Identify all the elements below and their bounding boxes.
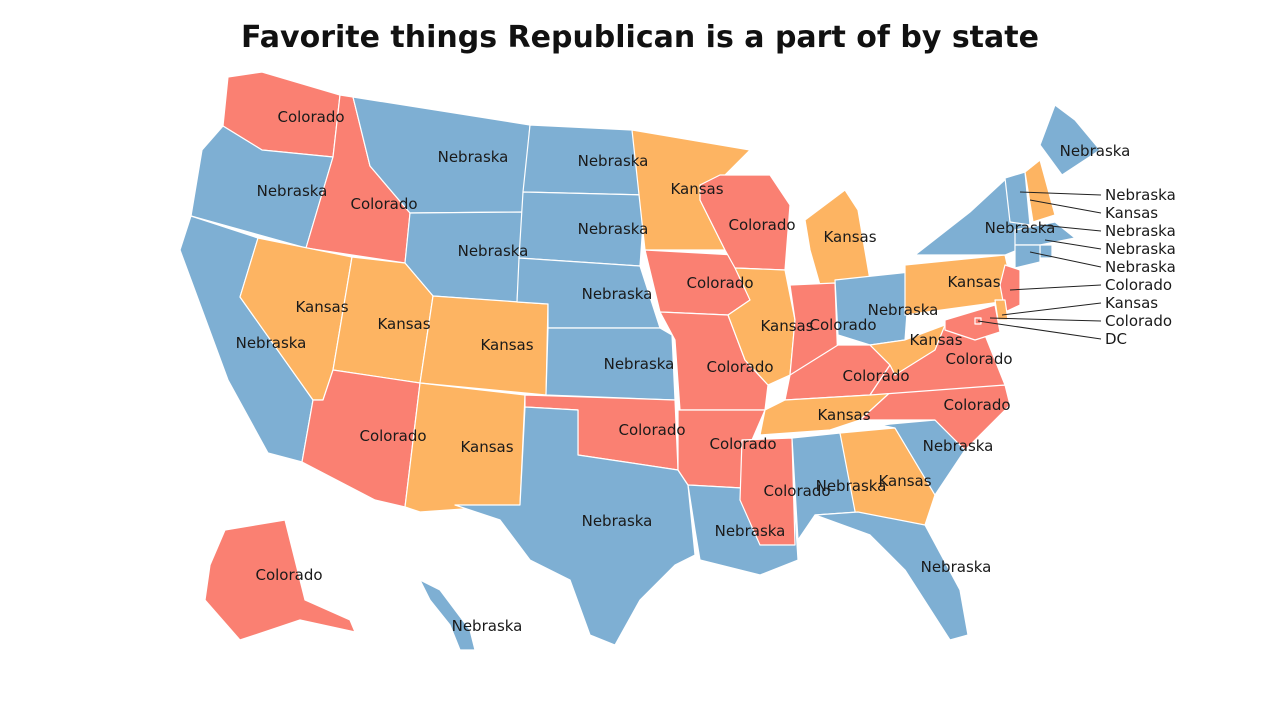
- callout-line-vt: [1019, 191, 1102, 196]
- state-ak: [204, 519, 356, 641]
- state-label-il: Kansas: [760, 317, 813, 335]
- state-label-ak: Colorado: [255, 566, 322, 584]
- callout-line-ct: [1029, 251, 1102, 268]
- state-label-nm: Kansas: [460, 438, 513, 456]
- callout-label-ma: Nebraska: [1105, 222, 1176, 240]
- state-label-wv: Kansas: [909, 331, 962, 349]
- callout-label-md: Colorado: [1105, 312, 1172, 330]
- state-label-nd: Nebraska: [578, 152, 649, 170]
- callout-label-ri: Nebraska: [1105, 240, 1176, 258]
- state-label-pa: Kansas: [947, 273, 1000, 291]
- state-label-ms: Colorado: [763, 482, 830, 500]
- state-tx: [454, 406, 696, 646]
- state-label-ok: Colorado: [618, 421, 685, 439]
- state-label-az: Colorado: [359, 427, 426, 445]
- state-vt: [1004, 171, 1031, 226]
- callout-line-nh: [1029, 199, 1102, 214]
- state-label-tn: Kansas: [817, 406, 870, 424]
- state-nh: [1024, 159, 1056, 223]
- map-title: Favorite things Republican is a part of …: [241, 20, 1039, 55]
- state-label-al: Nebraska: [816, 477, 887, 495]
- state-label-id: Colorado: [350, 195, 417, 213]
- state-label-la: Nebraska: [715, 522, 786, 540]
- state-label-ut: Kansas: [377, 315, 430, 333]
- callout-label-vt: Nebraska: [1105, 186, 1176, 204]
- callout-line-nj: [1009, 284, 1102, 291]
- callout-line-md: [989, 317, 1102, 322]
- state-sc: [879, 419, 966, 496]
- state-ms: [739, 437, 796, 546]
- state-label-ar: Colorado: [709, 435, 776, 453]
- state-label-mn: Kansas: [670, 180, 723, 198]
- state-label-ne: Nebraska: [582, 285, 653, 303]
- state-label-ia: Colorado: [686, 274, 753, 292]
- state-label-sc: Nebraska: [923, 437, 994, 455]
- state-label-me: Nebraska: [1060, 142, 1131, 160]
- state-label-wa: Colorado: [277, 108, 344, 126]
- state-label-ca: Nebraska: [236, 334, 307, 352]
- state-label-nc: Colorado: [943, 396, 1010, 414]
- callout-line-ma: [1039, 224, 1102, 232]
- state-me: [1039, 104, 1101, 176]
- state-label-ga: Kansas: [878, 472, 931, 490]
- state-label-in: Colorado: [809, 316, 876, 334]
- state-il: [727, 267, 796, 386]
- state-hi: [419, 579, 476, 651]
- state-ks: [545, 327, 676, 401]
- state-label-wi: Colorado: [728, 216, 795, 234]
- state-label-co: Kansas: [480, 336, 533, 354]
- state-ga: [839, 427, 936, 528]
- state-label-ny: Nebraska: [985, 219, 1056, 237]
- state-label-oh: Nebraska: [868, 301, 939, 319]
- callout-label-nh: Kansas: [1105, 204, 1158, 222]
- state-label-ky: Colorado: [842, 367, 909, 385]
- callout-line-dc: [977, 320, 1102, 340]
- state-md: [944, 304, 1001, 341]
- callout-label-dc: DC: [1105, 330, 1127, 348]
- state-label-fl: Nebraska: [921, 558, 992, 576]
- state-label-va: Colorado: [945, 350, 1012, 368]
- callout-label-de: Kansas: [1105, 294, 1158, 312]
- state-label-mi: Kansas: [823, 228, 876, 246]
- state-ct: [1014, 244, 1041, 269]
- state-label-wy: Nebraska: [458, 242, 529, 260]
- state-label-mt: Nebraska: [438, 148, 509, 166]
- state-wv: [869, 324, 946, 376]
- state-label-hi: Nebraska: [452, 617, 523, 635]
- state-label-sd: Nebraska: [578, 220, 649, 238]
- callout-label-nj: Colorado: [1105, 276, 1172, 294]
- state-fl: [814, 511, 969, 641]
- state-label-tx: Nebraska: [582, 512, 653, 530]
- callout-line-de: [1001, 302, 1102, 316]
- state-label-ks: Nebraska: [604, 355, 675, 373]
- callout-label-ct: Nebraska: [1105, 258, 1176, 276]
- callout-line-ri: [1044, 239, 1102, 250]
- state-label-or: Nebraska: [257, 182, 328, 200]
- state-ma: [1014, 221, 1076, 246]
- state-label-nv: Kansas: [295, 298, 348, 316]
- state-label-mo: Colorado: [706, 358, 773, 376]
